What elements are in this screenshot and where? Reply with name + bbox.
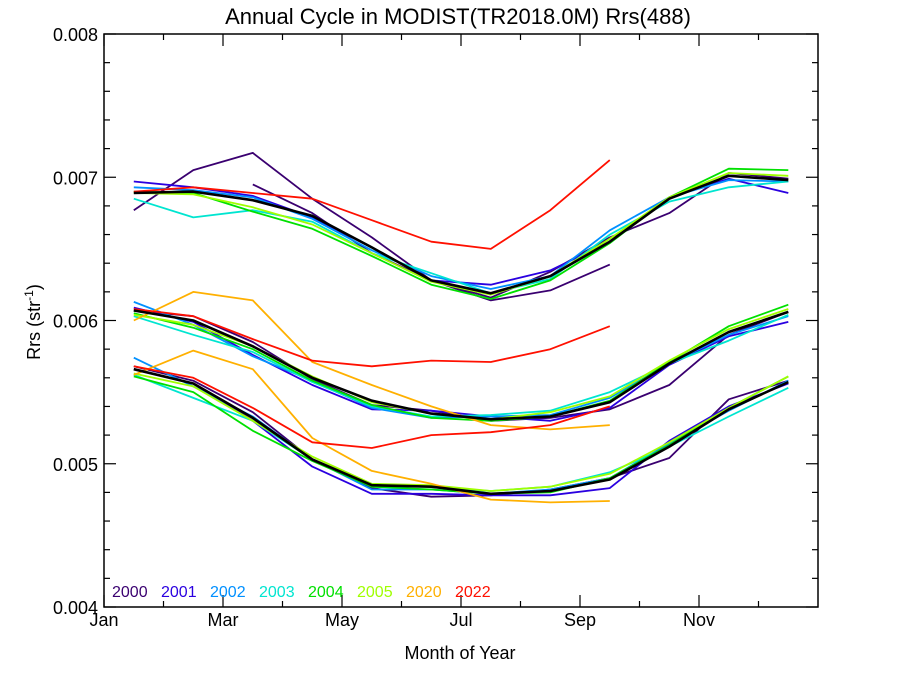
series-line-upper-2000-0 (133, 152, 611, 302)
legend-item-2000: 2000 (112, 584, 148, 601)
x-axis-label: Month of Year (404, 643, 515, 663)
series-line-lower-2002-20 (133, 356, 789, 495)
x-tick-label-1: Mar (208, 610, 239, 630)
x-tick-label-0: Jan (89, 610, 118, 630)
series-line-lower-2020-24 (133, 349, 610, 504)
y-tick-label-4: 0.008 (53, 25, 98, 45)
series-line-upper-2005-6 (133, 172, 789, 296)
y-tick-label-2: 0.006 (53, 312, 98, 332)
legend: 2000 2001 2002 2003 2004 2005 2020 2022 (112, 584, 491, 601)
y-tick-label-1: 0.005 (53, 455, 98, 475)
legend-item-2003: 2003 (259, 584, 295, 601)
series-line-middle-2022-16 (133, 308, 611, 368)
series-line-upper-2003-4 (133, 180, 789, 295)
x-tick-label-3: Jul (449, 610, 472, 630)
series-line-lower-2000-18 (133, 365, 789, 498)
series-line-upper-2022-7 (133, 159, 611, 250)
axes-layer: Jan Mar May Jul Sep Nov 0.004 0.005 0.006 0.007 0.… (53, 25, 818, 630)
y-axis-label-close: ) (24, 284, 44, 290)
chart-title: Annual Cycle in MODIST(TR2018.0M) Rrs(48… (225, 4, 691, 29)
series-line-upper-mean-8 (133, 174, 789, 295)
series-line-lower-mean-26 (133, 367, 789, 496)
series-line-lower-2005-23 (133, 372, 789, 492)
legend-item-2004: 2004 (308, 584, 344, 601)
legend-item-2001: 2001 (161, 584, 197, 601)
x-tick-label-5: Nov (683, 610, 715, 630)
series-line-middle-2005-14 (133, 308, 789, 421)
y-axis-label: Rrs (str-1) (22, 284, 44, 360)
legend-item-2022: 2022 (455, 584, 491, 601)
series-line-middle-mean-17 (133, 309, 789, 421)
series-line-middle-2000-9 (133, 309, 789, 422)
legend-item-2002: 2002 (210, 584, 246, 601)
y-axis-label-superscript: -1 (22, 290, 36, 301)
legend-item-2005: 2005 (357, 584, 393, 601)
plot-frame (103, 33, 819, 608)
series-line-lower-2022-25 (133, 365, 611, 449)
y-tick-label-0: 0.004 (53, 598, 98, 618)
x-tick-label-4: Sep (564, 610, 596, 630)
series-layer (133, 152, 789, 504)
y-tick-label-3: 0.007 (53, 168, 98, 188)
y-axis-label-main: Rrs (str (24, 301, 44, 360)
x-tick-label-2: May (325, 610, 359, 630)
legend-item-2020: 2020 (406, 584, 442, 601)
series-line-middle-2001-10 (133, 306, 789, 422)
